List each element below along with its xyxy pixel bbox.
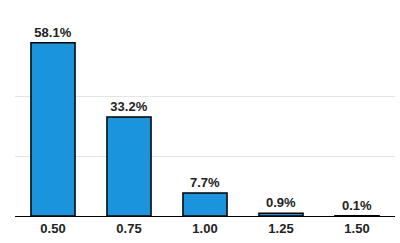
svg-text:1.25: 1.25 — [268, 221, 293, 236]
svg-text:0.1%: 0.1% — [342, 198, 372, 213]
svg-text:1.00: 1.00 — [192, 221, 217, 236]
svg-text:33.2%: 33.2% — [110, 99, 147, 114]
svg-text:1.50: 1.50 — [344, 221, 369, 236]
svg-text:7.7%: 7.7% — [190, 175, 220, 190]
svg-text:58.1%: 58.1% — [34, 25, 71, 40]
svg-text:0.50: 0.50 — [40, 221, 65, 236]
svg-text:0.9%: 0.9% — [266, 195, 296, 210]
svg-text:0.75: 0.75 — [116, 221, 141, 236]
